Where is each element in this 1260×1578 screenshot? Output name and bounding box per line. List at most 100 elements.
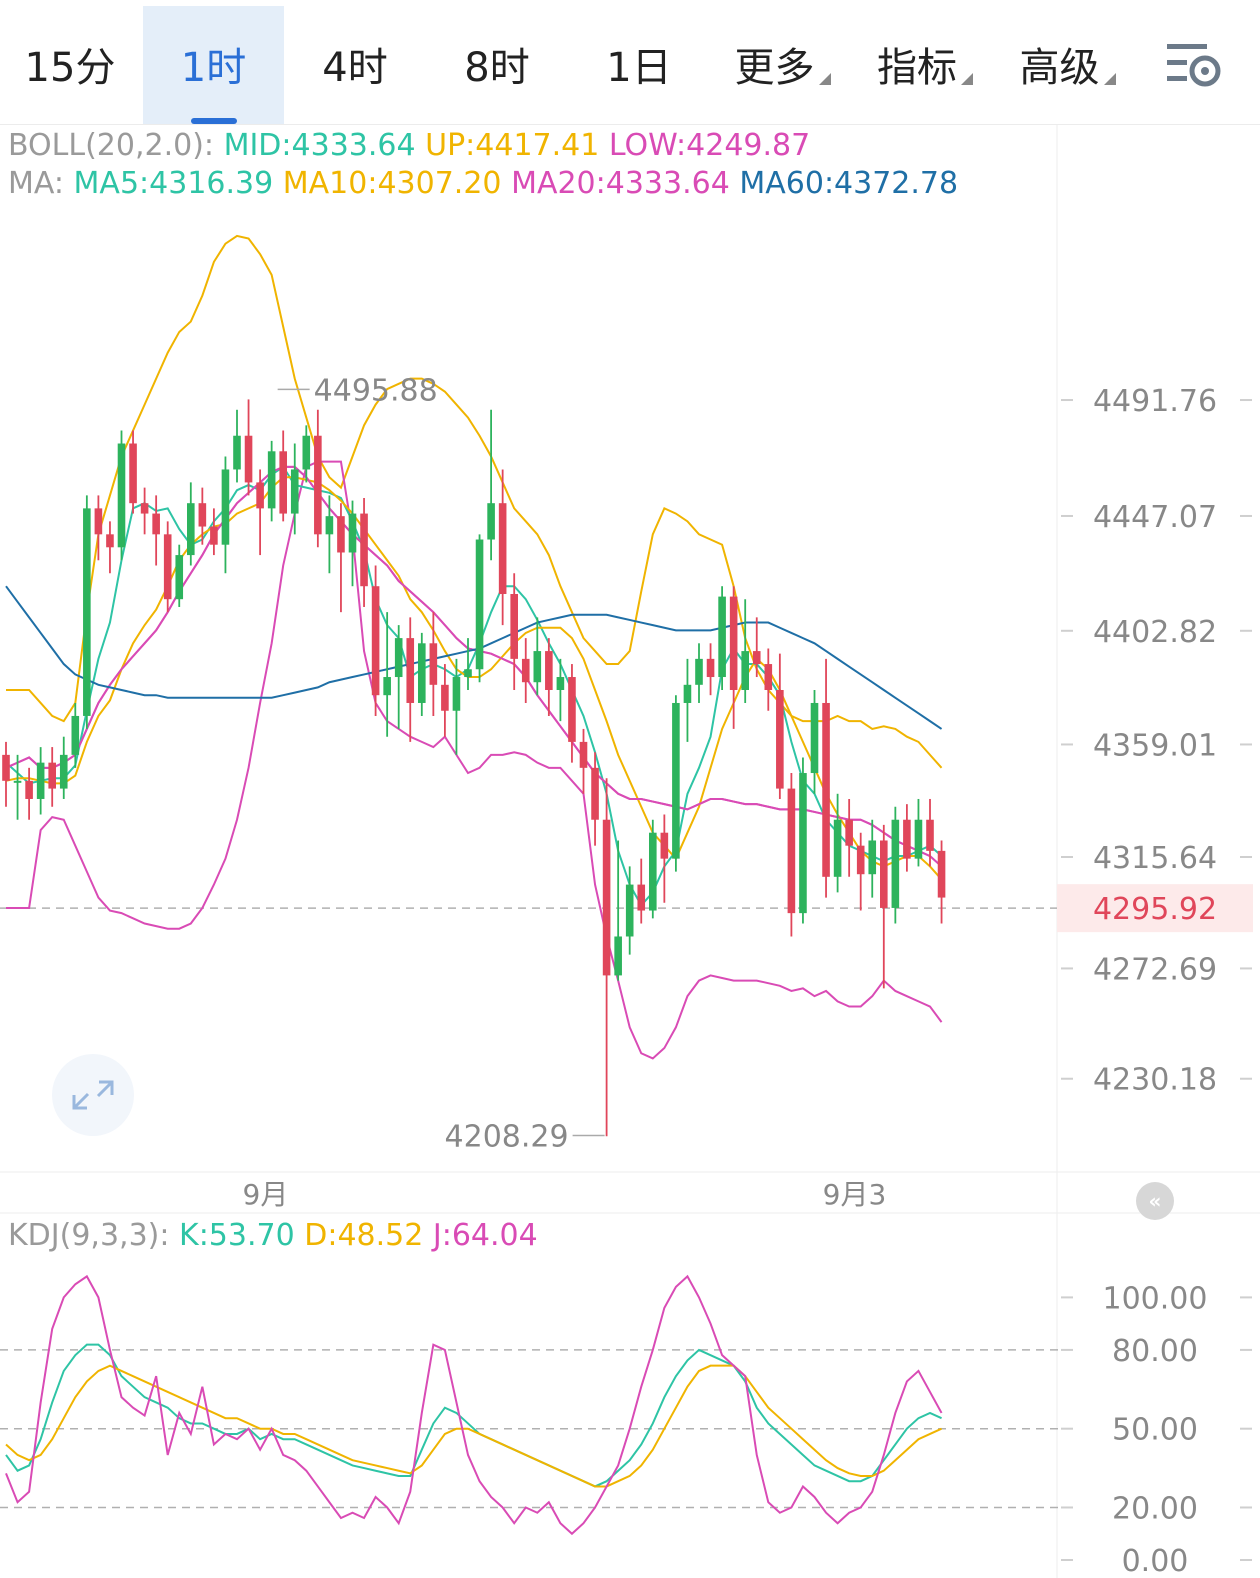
candle-body bbox=[337, 516, 345, 553]
candle-body bbox=[163, 534, 172, 600]
candle-body bbox=[210, 526, 218, 545]
tab-7[interactable]: 指标 bbox=[855, 6, 995, 124]
active-tab-indicator bbox=[190, 118, 237, 124]
candle-body bbox=[117, 443, 126, 548]
candle-body bbox=[406, 638, 415, 703]
tab-3[interactable]: 4时 bbox=[284, 6, 426, 124]
candle-body bbox=[83, 508, 91, 716]
candle-body bbox=[660, 832, 669, 859]
tab-8[interactable]: 高级 bbox=[995, 6, 1140, 124]
candle-body bbox=[429, 643, 438, 685]
ma60-value: MA60:4372.78 bbox=[739, 166, 959, 201]
tab-6[interactable]: 更多 bbox=[710, 6, 855, 124]
current-price-tag bbox=[1057, 884, 1253, 933]
candle-body bbox=[13, 780, 22, 783]
boll-low: LOW:4249.87 bbox=[608, 128, 811, 163]
candle-body bbox=[891, 819, 900, 908]
tab-label: 1日 bbox=[606, 45, 672, 91]
candle-body bbox=[937, 850, 946, 898]
y-tick-label: 4272.69 bbox=[1093, 952, 1217, 987]
candle-body bbox=[498, 503, 507, 594]
current-price-label: 4295.92 bbox=[1093, 892, 1217, 927]
candle-body bbox=[672, 702, 680, 859]
x-axis-label: 9月 bbox=[243, 1178, 289, 1211]
kdj-legend: KDJ(9,3,3): K:53.70 D:48.52 J:64.04 bbox=[8, 1218, 538, 1253]
candle-body bbox=[729, 596, 738, 690]
scroll-to-latest-button[interactable]: « bbox=[1136, 1182, 1174, 1220]
tab-label: 4时 bbox=[322, 45, 388, 91]
high-marker-label: 4495.88 bbox=[314, 373, 438, 408]
candle-body bbox=[810, 702, 819, 774]
candle-body bbox=[221, 469, 230, 545]
candle-body bbox=[764, 664, 773, 690]
candle-body bbox=[741, 651, 749, 690]
dropdown-corner-icon bbox=[818, 73, 831, 85]
dropdown-corner-icon bbox=[961, 73, 973, 85]
kdj-y-tick-label: 50.00 bbox=[1112, 1413, 1198, 1448]
kdj-line-j bbox=[5, 1274, 943, 1536]
candle-body bbox=[845, 819, 853, 846]
tab-4[interactable]: 8时 bbox=[426, 6, 568, 124]
candle-body bbox=[71, 715, 80, 755]
tab-5[interactable]: 1日 bbox=[568, 6, 710, 124]
ma-name: MA: bbox=[8, 166, 64, 201]
candle-body bbox=[394, 638, 403, 678]
candle-body bbox=[383, 677, 391, 696]
candle-body bbox=[256, 482, 264, 509]
candle-body bbox=[198, 503, 207, 527]
candle-body bbox=[914, 819, 923, 859]
series-line-low bbox=[6, 460, 943, 1060]
expand-arrows-icon bbox=[72, 1080, 114, 1110]
candle-body bbox=[175, 555, 184, 600]
candle-body bbox=[856, 845, 865, 875]
tab-label: 1时 bbox=[180, 45, 247, 91]
series-line-up bbox=[6, 234, 943, 769]
boll-mid: MID:4333.64 bbox=[223, 128, 416, 163]
chart-settings-icon[interactable] bbox=[1165, 40, 1225, 92]
tab-label: 更多 bbox=[734, 45, 815, 91]
tab-label: 15分 bbox=[24, 45, 116, 91]
candle-body bbox=[244, 435, 253, 483]
tab-label: 指标 bbox=[877, 45, 957, 91]
candle-body bbox=[637, 884, 646, 911]
candle-body bbox=[591, 767, 599, 820]
candle-body bbox=[187, 503, 195, 556]
fullscreen-expand-button[interactable] bbox=[52, 1054, 134, 1136]
candle-body bbox=[625, 884, 634, 937]
candle-body bbox=[683, 684, 692, 703]
boll-legend: BOLL(20,2.0): MID:4333.64 UP:4417.41 LOW… bbox=[8, 128, 810, 163]
candle-body bbox=[302, 435, 311, 470]
ma10-value: MA10:4307.20 bbox=[282, 166, 502, 201]
dropdown-corner-icon bbox=[1103, 73, 1116, 85]
tab-label: 高级 bbox=[1019, 45, 1100, 91]
candle-body bbox=[325, 516, 334, 535]
candle-body bbox=[233, 435, 241, 470]
candle-body bbox=[267, 451, 276, 509]
kdj-y-tick-label: 100.00 bbox=[1103, 1281, 1208, 1316]
candle-body bbox=[706, 658, 715, 678]
candle-body bbox=[556, 677, 565, 690]
candle-body bbox=[475, 539, 484, 670]
y-tick-label: 4230.18 bbox=[1093, 1063, 1217, 1098]
candle-body bbox=[2, 754, 10, 781]
tab-1[interactable]: 15分 bbox=[0, 6, 140, 124]
y-tick-label: 4491.76 bbox=[1093, 384, 1217, 419]
candle-body bbox=[868, 840, 877, 875]
candle-body bbox=[649, 832, 657, 911]
candle-body bbox=[718, 596, 726, 678]
kdj-d-value: D:48.52 bbox=[304, 1218, 424, 1253]
y-tick-label: 4402.82 bbox=[1093, 615, 1217, 650]
boll-up: UP:4417.41 bbox=[425, 128, 600, 163]
kdj-y-tick-label: 20.00 bbox=[1112, 1491, 1198, 1526]
candle-body bbox=[59, 754, 68, 789]
low-marker-label: 4208.29 bbox=[445, 1120, 569, 1155]
candle-body bbox=[822, 702, 830, 877]
kdj-y-tick-label: 0.00 bbox=[1122, 1544, 1189, 1578]
candle-body bbox=[279, 451, 287, 514]
tab-2[interactable]: 1时 bbox=[143, 6, 284, 124]
kdj-line-k bbox=[5, 1343, 942, 1488]
candle-body bbox=[452, 677, 461, 711]
tab-label: 8时 bbox=[464, 45, 530, 91]
candle-body bbox=[579, 741, 588, 768]
